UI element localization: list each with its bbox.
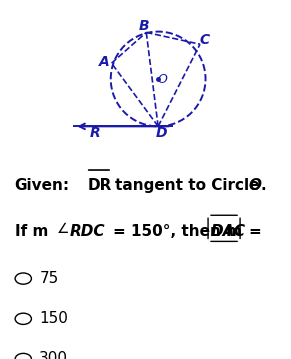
- Text: Given:: Given:: [15, 178, 70, 193]
- Text: 150: 150: [39, 311, 68, 326]
- Text: =: =: [249, 224, 262, 239]
- Text: If m: If m: [15, 224, 48, 239]
- Text: C: C: [199, 33, 210, 47]
- Text: DR: DR: [87, 178, 112, 193]
- Text: B: B: [139, 19, 149, 33]
- Text: ∠: ∠: [57, 222, 69, 236]
- Text: O: O: [249, 178, 262, 193]
- Text: = 150°, then m: = 150°, then m: [113, 224, 242, 239]
- Text: O: O: [158, 73, 168, 86]
- Text: .: .: [260, 178, 266, 193]
- Text: 75: 75: [39, 271, 58, 285]
- Text: RDC: RDC: [69, 224, 105, 239]
- Text: R: R: [90, 126, 100, 140]
- Text: 300: 300: [39, 351, 68, 359]
- Text: A: A: [99, 55, 110, 69]
- Text: DAC: DAC: [211, 224, 246, 239]
- Text: tangent to Circle: tangent to Circle: [115, 178, 260, 193]
- Text: D: D: [155, 126, 167, 140]
